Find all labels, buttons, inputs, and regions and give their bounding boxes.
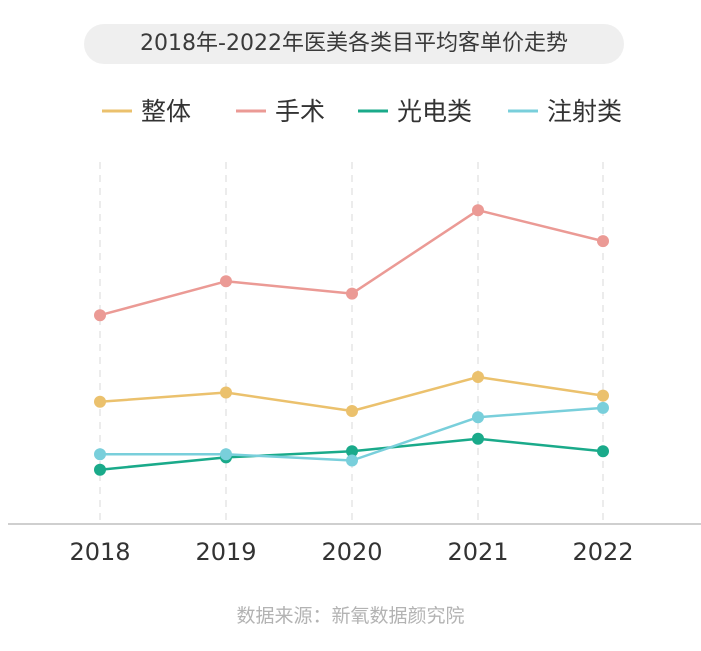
- series-0: [94, 371, 609, 417]
- grid-lines: [99, 162, 604, 524]
- data-point-1-2020: [346, 287, 358, 300]
- legend-label-2: 光电类: [397, 97, 472, 126]
- data-point-2-2022: [597, 445, 609, 458]
- legend-item-2: 光电类: [358, 97, 472, 126]
- data-point-2-2018: [94, 463, 106, 476]
- legend-label-0: 整体: [141, 97, 191, 126]
- series-1: [94, 204, 609, 322]
- data-point-3-2018: [94, 448, 106, 461]
- data-source-note: 数据来源：新氧数据颜究院: [236, 605, 465, 627]
- data-point-1-2021: [472, 204, 484, 217]
- data-point-0-2018: [94, 395, 106, 408]
- x-tick-label-2021: 2021: [447, 538, 508, 566]
- legend-item-0: 整体: [102, 97, 191, 126]
- series-3: [94, 401, 609, 467]
- legend-label-1: 手术: [275, 97, 325, 126]
- x-tick-label-2022: 2022: [572, 538, 633, 566]
- data-point-1-2022: [597, 235, 609, 248]
- x-tick-label-2018: 2018: [69, 538, 130, 566]
- data-point-3-2022: [597, 401, 609, 414]
- data-point-2-2020: [346, 445, 358, 458]
- chart-title: 2018年-2022年医美各类目平均客单价走势: [84, 24, 624, 64]
- x-tick-label-2020: 2020: [321, 538, 382, 566]
- legend: 整体 手术 光电类 注射类: [102, 97, 622, 126]
- legend-label-3: 注射类: [547, 97, 622, 126]
- x-axis-tick-labels: 2018 2019 2020 2021 2022: [69, 538, 633, 566]
- data-point-0-2020: [346, 405, 358, 417]
- x-tick-label-2019: 2019: [195, 538, 256, 566]
- data-point-0-2019: [220, 386, 232, 399]
- series-group: [94, 204, 609, 476]
- data-point-3-2019: [220, 448, 232, 461]
- data-point-1-2018: [94, 309, 106, 322]
- legend-item-3: 注射类: [508, 97, 622, 126]
- data-point-0-2022: [597, 389, 609, 402]
- data-point-1-2019: [220, 275, 232, 288]
- data-point-3-2020: [346, 454, 358, 467]
- data-point-3-2021: [472, 411, 484, 424]
- data-point-0-2021: [472, 371, 484, 383]
- legend-item-1: 手术: [236, 97, 325, 126]
- data-point-2-2021: [472, 432, 484, 445]
